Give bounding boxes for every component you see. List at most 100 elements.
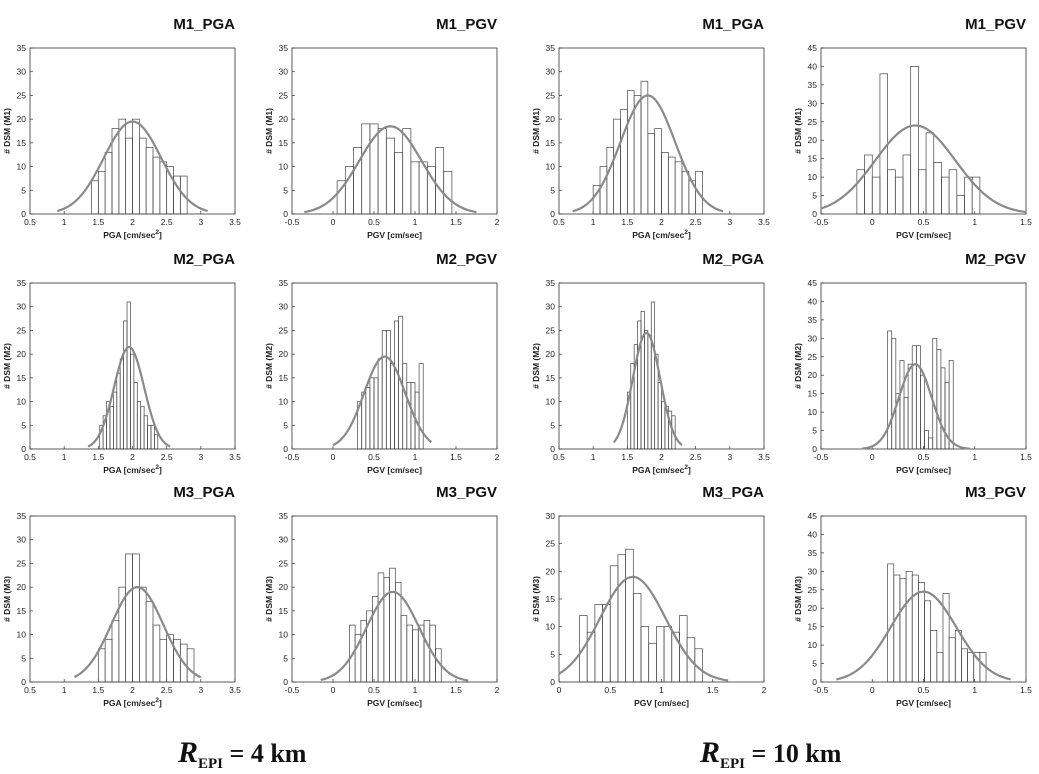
normal-fit-curve [332,355,433,447]
x-tick-label: 1.5 [1020,452,1032,462]
y-tick-label: 25 [279,325,289,335]
y-tick-label: 20 [546,349,556,359]
y-tick-label: 10 [808,407,818,417]
histogram-bar [385,330,391,450]
y-tick-label: 30 [279,67,289,77]
y-tick-label: 15 [808,622,818,632]
histogram-bar [681,170,690,215]
y-tick-label: 5 [21,653,26,663]
y-tick-label: 25 [808,585,818,595]
y-tick-label: 30 [17,302,27,312]
y-tick-label: 10 [808,172,818,182]
panel-title: M2_PGA [173,251,235,268]
caption-subscript: EPI [720,756,746,772]
histogram-bar [394,582,402,683]
y-tick-label: 5 [283,420,288,430]
x-tick-label: 1 [591,452,596,462]
x-tick-label: -0.5 [285,217,300,227]
x-axis-label: PGV [cm/sec] [367,230,422,240]
y-axis-label: # DSM (M1) [531,108,541,154]
y-axis-label: # DSM (M3) [531,576,541,622]
y-tick-label: 20 [808,135,818,145]
x-tick-label: 0.5 [918,217,930,227]
histogram-bar [606,147,615,215]
x-axis-label: PGA [cm/sec2] [103,697,162,708]
y-tick-label: 25 [546,539,556,549]
y-tick-label: 20 [279,114,289,124]
y-tick-label: 30 [279,535,289,545]
y-tick-label: 30 [546,511,556,521]
x-axis-label: PGA [cm/sec2] [103,464,162,475]
y-tick-label: 0 [283,444,288,454]
histogram-bar [97,170,106,215]
histogram-bar [879,73,888,215]
y-tick-label: 30 [808,98,818,108]
y-tick-label: 15 [17,138,27,148]
x-tick-label: 2.5 [161,217,173,227]
y-tick-label: 20 [808,603,818,613]
histogram-bar [394,320,399,450]
histogram-bar [143,415,148,450]
x-tick-label: 1.5 [450,217,462,227]
histogram-bar [887,330,893,450]
histogram-bar [640,80,649,215]
x-axis-label-sup: 2 [155,229,159,236]
histogram-bar [152,156,161,215]
histogram-bar [599,166,608,215]
y-tick-label: 25 [546,325,556,335]
x-axis-label: PGV [cm/sec] [896,698,951,708]
y-tick-label: 10 [546,622,556,632]
x-tick-label: 3 [727,217,732,227]
histogram-bar [915,345,921,450]
histogram-bar [390,363,395,450]
plot-frame [558,515,765,683]
normal-fit-curve [73,586,202,679]
histogram-bar [140,405,145,450]
histogram-bar [130,353,135,450]
panel-title: M1_PGA [702,16,764,33]
y-tick-label: 10 [17,162,27,172]
y-tick-label: 5 [812,191,817,201]
caption-symbol: R [178,736,199,769]
y-tick-label: 5 [21,185,26,195]
panel-title: M3_PGA [173,484,235,501]
histogram-bar [894,176,904,215]
x-tick-label: 2 [659,452,664,462]
y-tick-label: 0 [21,209,26,219]
y-tick-label: 5 [21,420,26,430]
y-tick-label: 35 [546,278,556,288]
caption-symbol: R [700,736,721,769]
histogram-bar [154,434,159,450]
y-tick-label: 35 [808,548,818,558]
x-tick-label: 1 [659,685,664,695]
histogram-bar [667,156,676,215]
x-tick-label: 1 [972,217,977,227]
y-tick-label: 0 [550,209,555,219]
y-tick-label: 10 [279,630,289,640]
histogram-bar [381,330,387,450]
y-tick-label: 30 [546,302,556,312]
normal-fit-curve [57,120,208,213]
x-axis-label-text: PGA [cm/sec [103,698,155,708]
x-axis-label-sup: 2 [684,464,688,471]
histogram-bar [132,118,140,215]
histogram-bar [871,176,881,215]
y-tick-label: 0 [283,209,288,219]
histogram-bar [920,374,925,450]
histogram-bar [186,648,195,683]
panel-title: M3_PGA [702,484,764,501]
x-axis-label-sup: 2 [155,697,159,704]
x-tick-label: 1 [62,685,67,695]
x-axis-label-text: PGV [cm/sec] [896,465,951,475]
y-tick-label: 0 [550,677,555,687]
y-tick-label: 25 [17,325,27,335]
x-tick-label: 1.5 [450,452,462,462]
y-tick-label: 0 [812,209,817,219]
histogram-bar [640,626,650,683]
x-tick-label: 1 [972,685,977,695]
y-tick-label: 20 [17,349,27,359]
histogram-bar [109,405,114,450]
panel-title: M3_PGV [965,484,1026,501]
